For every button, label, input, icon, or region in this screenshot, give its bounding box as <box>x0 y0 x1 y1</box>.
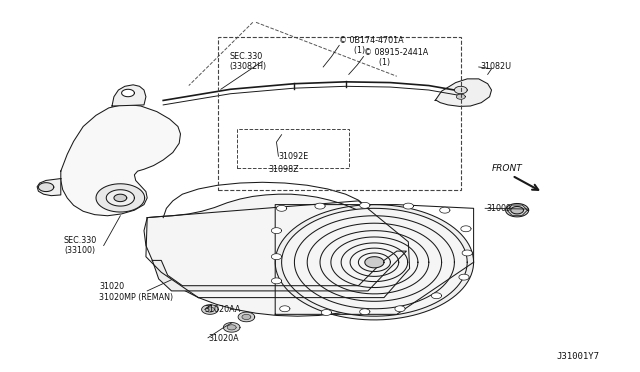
Polygon shape <box>462 250 472 256</box>
Text: FRONT: FRONT <box>492 164 522 173</box>
Polygon shape <box>271 278 282 284</box>
Polygon shape <box>280 306 290 312</box>
Polygon shape <box>315 203 325 209</box>
Polygon shape <box>205 307 214 312</box>
Polygon shape <box>435 79 492 106</box>
Text: SEC.330
(33082H): SEC.330 (33082H) <box>229 52 266 71</box>
Polygon shape <box>454 86 467 94</box>
Polygon shape <box>38 183 54 192</box>
Text: 31020AA: 31020AA <box>205 305 241 314</box>
Polygon shape <box>275 205 474 320</box>
Polygon shape <box>403 203 413 209</box>
Polygon shape <box>112 85 146 106</box>
Text: 31092E: 31092E <box>278 152 308 161</box>
Polygon shape <box>321 310 332 315</box>
Polygon shape <box>276 205 287 211</box>
Polygon shape <box>456 94 465 99</box>
Text: © 08915-2441A
      (1): © 08915-2441A (1) <box>364 48 428 67</box>
Polygon shape <box>360 202 370 208</box>
Polygon shape <box>227 325 236 330</box>
Bar <box>218 37 461 190</box>
Polygon shape <box>459 274 469 280</box>
Polygon shape <box>144 194 408 316</box>
Polygon shape <box>440 207 450 213</box>
Polygon shape <box>395 306 405 312</box>
Polygon shape <box>282 208 467 316</box>
Polygon shape <box>511 206 524 214</box>
Text: 31020A: 31020A <box>208 334 239 343</box>
Polygon shape <box>506 203 529 217</box>
Polygon shape <box>106 190 134 206</box>
Polygon shape <box>431 293 442 299</box>
Bar <box>237 129 349 168</box>
Text: 31020
31020MP (REMAN): 31020 31020MP (REMAN) <box>99 282 173 302</box>
Text: 31009: 31009 <box>486 204 511 213</box>
Polygon shape <box>96 184 145 212</box>
Polygon shape <box>271 254 282 260</box>
Polygon shape <box>360 309 370 315</box>
Text: 31098Z: 31098Z <box>269 165 300 174</box>
Polygon shape <box>271 228 282 234</box>
Polygon shape <box>122 89 134 97</box>
Polygon shape <box>223 323 240 332</box>
Polygon shape <box>238 312 255 322</box>
Text: © 0B174-4701A
      (1): © 0B174-4701A (1) <box>339 36 404 55</box>
Polygon shape <box>61 104 180 216</box>
Polygon shape <box>242 314 251 320</box>
Polygon shape <box>365 257 384 268</box>
Text: 31082U: 31082U <box>480 62 511 71</box>
Polygon shape <box>114 194 127 202</box>
Polygon shape <box>152 251 406 291</box>
Text: J31001Y7: J31001Y7 <box>557 352 600 361</box>
Text: SEC.330
(33100): SEC.330 (33100) <box>64 236 97 255</box>
Polygon shape <box>461 226 471 232</box>
Polygon shape <box>37 179 61 196</box>
Polygon shape <box>202 305 218 314</box>
